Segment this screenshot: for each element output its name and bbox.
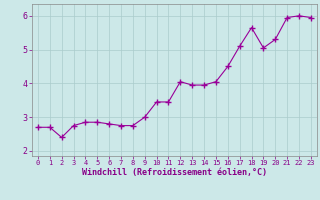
X-axis label: Windchill (Refroidissement éolien,°C): Windchill (Refroidissement éolien,°C) <box>82 168 267 177</box>
